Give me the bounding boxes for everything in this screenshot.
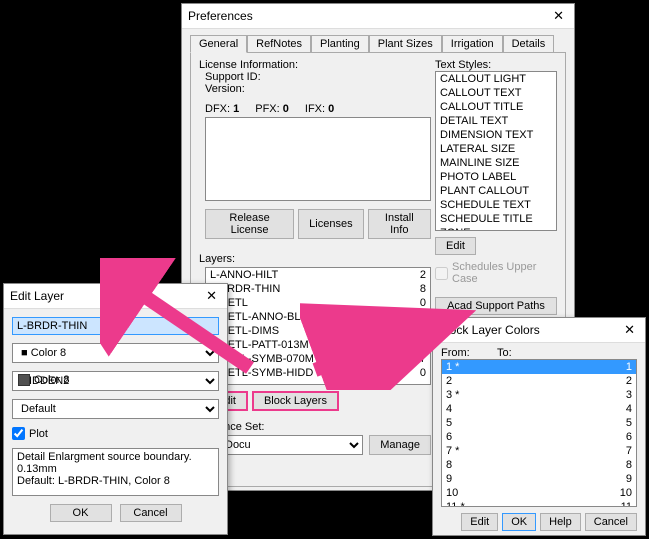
install-info-button[interactable]: Install Info bbox=[368, 209, 431, 239]
licenses-button[interactable]: Licenses bbox=[298, 209, 363, 239]
color-map-row[interactable]: 1010 bbox=[442, 486, 636, 500]
pref-set-select[interactable]: H Docu bbox=[205, 435, 363, 455]
cancel-button[interactable]: Cancel bbox=[585, 513, 637, 531]
edit-layer-title: Edit Layer bbox=[10, 289, 64, 303]
color-select[interactable]: ■ Color 8 bbox=[12, 343, 219, 363]
version-label: Version: bbox=[205, 83, 431, 95]
help-button[interactable]: Help bbox=[540, 513, 581, 531]
lineweight-select[interactable]: Default bbox=[12, 399, 219, 419]
text-style-row[interactable]: CALLOUT LIGHT bbox=[436, 72, 556, 86]
layer-row[interactable]: L-DETL-DIMS4 bbox=[206, 324, 430, 338]
block-colors-title: Block Layer Colors bbox=[439, 323, 540, 337]
text-styles-edit-button[interactable]: Edit bbox=[435, 237, 476, 255]
color-map-row[interactable]: 55 bbox=[442, 416, 636, 430]
layers-heading: Layers: bbox=[199, 253, 431, 265]
pfx-label: PFX: bbox=[255, 103, 279, 115]
edit-button[interactable]: Edit bbox=[461, 513, 498, 531]
text-style-row[interactable]: PHOTO LABEL bbox=[436, 170, 556, 184]
plot-checkbox[interactable]: Plot bbox=[12, 427, 219, 440]
pfx-value: 0 bbox=[283, 103, 289, 115]
ifx-label: IFX: bbox=[305, 103, 325, 115]
layers-listbox[interactable]: L-ANNO-HILT2L-BRDR-THIN8L-DETL0L-DETL-AN… bbox=[205, 267, 431, 385]
tab-strip: GeneralRefNotesPlantingPlant SizesIrriga… bbox=[190, 35, 566, 53]
preferences-title: Preferences bbox=[188, 9, 253, 23]
ok-button[interactable]: OK bbox=[50, 504, 112, 522]
text-style-row[interactable]: LATERAL SIZE bbox=[436, 142, 556, 156]
color-map-row[interactable]: 11 *11 bbox=[442, 500, 636, 507]
tab-irrigation[interactable]: Irrigation bbox=[442, 35, 503, 53]
block-layers-button[interactable]: Block Layers bbox=[252, 391, 339, 411]
layer-row[interactable]: L-DETL-PATT-013M5 bbox=[206, 338, 430, 352]
close-icon[interactable]: ✕ bbox=[549, 8, 568, 24]
block-layer-colors-window: Block Layer Colors ✕ From: To: 1 *1223 *… bbox=[432, 317, 646, 536]
pref-set-heading: eference Set: bbox=[199, 421, 431, 433]
block-colors-listbox[interactable]: 1 *1223 *34455667 *78899101011 *11121213… bbox=[441, 359, 637, 507]
close-icon[interactable]: ✕ bbox=[202, 288, 221, 304]
color-map-row[interactable]: 88 bbox=[442, 458, 636, 472]
cancel-button[interactable]: Cancel bbox=[120, 504, 182, 522]
layer-row[interactable]: L-DETL-SYMB-HIDD0 bbox=[206, 366, 430, 380]
layer-row[interactable]: L-DETL0 bbox=[206, 296, 430, 310]
from-label: From: bbox=[441, 347, 497, 359]
tab-planting[interactable]: Planting bbox=[311, 35, 369, 53]
to-label: To: bbox=[497, 347, 512, 359]
text-style-row[interactable]: MAINLINE SIZE bbox=[436, 156, 556, 170]
color-map-row[interactable]: 22 bbox=[442, 374, 636, 388]
text-style-row[interactable]: CALLOUT TEXT bbox=[436, 86, 556, 100]
text-style-row[interactable]: ZONE bbox=[436, 226, 556, 231]
support-id-label: Support ID: bbox=[205, 71, 431, 83]
ok-button[interactable]: OK bbox=[502, 513, 536, 531]
text-style-row[interactable]: DETAIL TEXT bbox=[436, 114, 556, 128]
license-textbox[interactable] bbox=[205, 117, 431, 201]
color-map-row[interactable]: 44 bbox=[442, 402, 636, 416]
manage-button[interactable]: Manage bbox=[369, 435, 431, 455]
release-license-button[interactable]: Release License bbox=[205, 209, 294, 239]
text-style-row[interactable]: SCHEDULE TITLE bbox=[436, 212, 556, 226]
schedules-upper-checkbox[interactable]: Schedules Upper Case bbox=[435, 261, 557, 285]
text-styles-heading: Text Styles: bbox=[435, 59, 557, 71]
color-map-row[interactable]: 99 bbox=[442, 472, 636, 486]
tab-general[interactable]: General bbox=[190, 35, 247, 53]
preferences-titlebar: Preferences ✕ bbox=[182, 4, 574, 29]
layer-row[interactable]: L-ANNO-HILT2 bbox=[206, 268, 430, 282]
tab-refnotes[interactable]: RefNotes bbox=[247, 35, 311, 53]
layer-row[interactable]: L-DETL-SYMB-070M7 bbox=[206, 352, 430, 366]
layer-row[interactable]: L-DETL-ANNO-BLOK0 bbox=[206, 310, 430, 324]
ifx-value: 0 bbox=[328, 103, 334, 115]
color-map-row[interactable]: 3 *3 bbox=[442, 388, 636, 402]
text-style-row[interactable]: CALLOUT TITLE bbox=[436, 100, 556, 114]
color-map-row[interactable]: 66 bbox=[442, 430, 636, 444]
text-styles-listbox[interactable]: CALLOUT LIGHTCALLOUT TEXTCALLOUT TITLEDE… bbox=[435, 71, 557, 231]
color-map-row[interactable]: 1 *1 bbox=[442, 360, 636, 374]
layer-name-input[interactable] bbox=[12, 317, 219, 335]
edit-layer-window: Edit Layer ✕ ■ Color 8 Color 8 HIDDEN2 D… bbox=[3, 283, 228, 535]
close-icon[interactable]: ✕ bbox=[620, 322, 639, 338]
color-map-row[interactable]: 7 *7 bbox=[442, 444, 636, 458]
acad-support-button[interactable]: Acad Support Paths bbox=[435, 297, 557, 315]
license-heading: License Information: bbox=[199, 59, 431, 71]
tab-details[interactable]: Details bbox=[503, 35, 555, 53]
layer-row[interactable]: L-BRDR-THIN8 bbox=[206, 282, 430, 296]
edit-layer-titlebar: Edit Layer ✕ bbox=[4, 284, 227, 309]
dfx-value: 1 bbox=[233, 103, 239, 115]
text-style-row[interactable]: PLANT CALLOUT bbox=[436, 184, 556, 198]
text-style-row[interactable]: SCHEDULE TEXT bbox=[436, 198, 556, 212]
tab-plant-sizes[interactable]: Plant Sizes bbox=[369, 35, 442, 53]
dfx-label: DFX: bbox=[205, 103, 230, 115]
text-style-row[interactable]: DIMENSION TEXT bbox=[436, 128, 556, 142]
linetype-select[interactable]: HIDDEN2 bbox=[12, 371, 219, 391]
block-colors-titlebar: Block Layer Colors ✕ bbox=[433, 318, 645, 343]
description-textarea[interactable]: Detail Enlargment source boundary. 0.13m… bbox=[12, 448, 219, 496]
